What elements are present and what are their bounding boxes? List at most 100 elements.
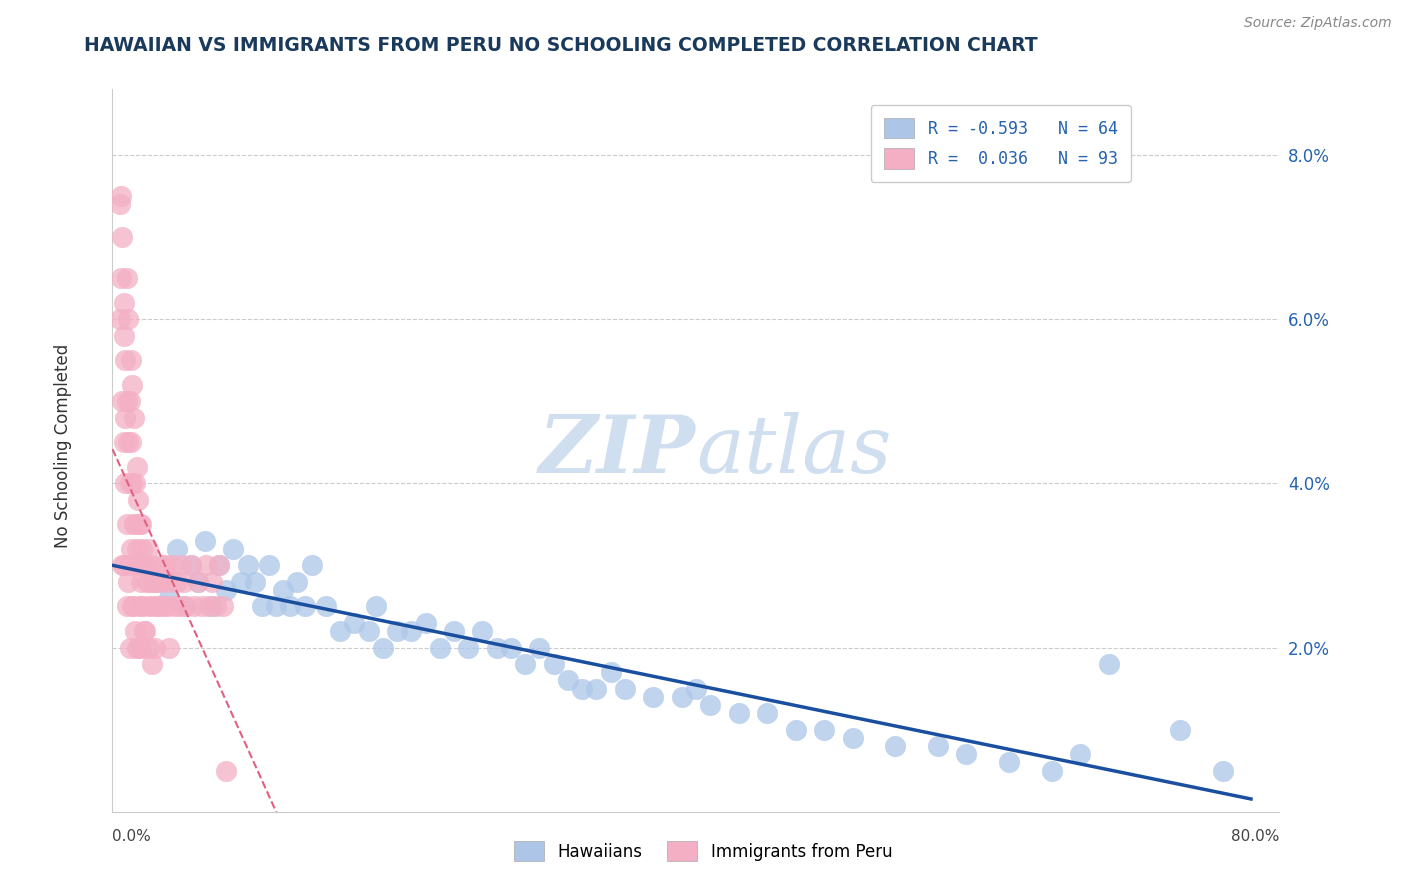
Point (699, 698, 721, 712)
Point (543, 657, 565, 671)
Text: ZIP: ZIP (538, 412, 696, 489)
Point (671, 690, 693, 704)
Point (112, 295, 135, 310)
Point (143, 640, 166, 655)
Point (141, 599, 163, 614)
Point (125, 541, 148, 556)
Point (756, 706, 779, 721)
Point (215, 582, 238, 597)
Point (115, 394, 138, 409)
Point (415, 615, 437, 630)
Point (257, 558, 280, 573)
Point (571, 681, 593, 696)
Point (138, 574, 160, 589)
Point (117, 312, 139, 326)
Point (208, 558, 231, 573)
Point (1040, 764, 1063, 778)
Point (118, 476, 141, 491)
Point (166, 541, 188, 556)
Point (613, 681, 636, 696)
Point (176, 599, 198, 614)
Point (132, 558, 155, 573)
Point (112, 558, 135, 573)
Point (385, 624, 408, 639)
Point (927, 739, 949, 753)
Point (271, 582, 294, 597)
Point (191, 599, 214, 614)
Point (129, 640, 152, 655)
Point (371, 640, 394, 655)
Text: 0.0%: 0.0% (112, 829, 152, 844)
Point (457, 640, 479, 655)
Point (998, 756, 1021, 770)
Point (236, 558, 259, 573)
Legend: Hawaiians, Immigrants from Peru: Hawaiians, Immigrants from Peru (501, 828, 905, 875)
Point (198, 599, 221, 614)
Point (121, 377, 143, 392)
Point (114, 476, 136, 491)
Point (157, 574, 180, 589)
Point (129, 558, 152, 573)
Point (155, 599, 177, 614)
Point (108, 312, 131, 326)
Point (364, 599, 387, 614)
Point (110, 271, 132, 285)
Point (146, 574, 169, 589)
Point (243, 574, 266, 589)
Point (127, 492, 149, 507)
Point (153, 558, 176, 573)
Point (173, 599, 195, 614)
Point (115, 271, 138, 285)
Point (117, 435, 139, 450)
Point (329, 624, 352, 639)
Point (1069, 747, 1091, 762)
Point (131, 599, 153, 614)
Point (121, 476, 143, 491)
Point (152, 599, 174, 614)
Point (111, 230, 134, 244)
Point (180, 558, 202, 573)
Point (343, 615, 366, 630)
Point (208, 558, 231, 573)
Point (136, 541, 159, 556)
Point (143, 574, 166, 589)
Point (112, 328, 135, 343)
Point (111, 394, 134, 409)
Point (250, 599, 273, 614)
Point (132, 624, 155, 639)
Point (813, 723, 835, 737)
Point (139, 558, 162, 573)
Point (727, 706, 749, 721)
Point (114, 353, 136, 368)
Point (145, 599, 167, 614)
Point (163, 599, 186, 614)
Point (162, 558, 184, 573)
Point (264, 599, 287, 614)
Point (187, 574, 209, 589)
Point (112, 435, 135, 450)
Text: No Schooling Completed: No Schooling Completed (55, 344, 72, 548)
Point (215, 764, 238, 778)
Point (108, 197, 131, 211)
Point (125, 640, 148, 655)
Point (301, 558, 323, 573)
Text: atlas: atlas (696, 412, 891, 489)
Point (128, 517, 150, 532)
Point (471, 624, 494, 639)
Point (124, 476, 146, 491)
Point (143, 574, 166, 589)
Point (124, 624, 146, 639)
Point (121, 599, 143, 614)
Point (194, 533, 217, 548)
Point (1168, 723, 1191, 737)
Point (118, 558, 141, 573)
Point (111, 558, 134, 573)
Point (222, 541, 245, 556)
Point (229, 574, 252, 589)
Point (131, 541, 153, 556)
Point (515, 657, 537, 671)
Point (180, 558, 202, 573)
Point (529, 640, 551, 655)
Point (136, 599, 159, 614)
Point (169, 599, 191, 614)
